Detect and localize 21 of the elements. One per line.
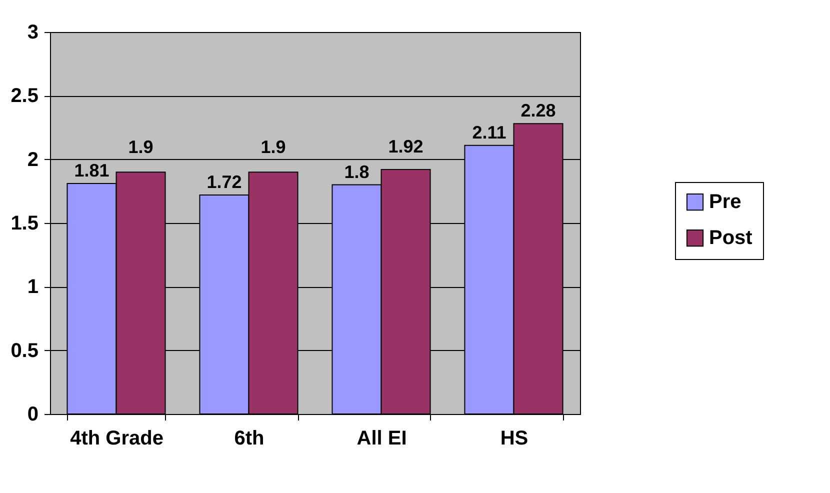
- y-tick-label: 2.5: [10, 85, 38, 108]
- legend-label: Pre: [709, 191, 742, 213]
- data-label: 1.8: [344, 162, 370, 182]
- data-label: 1.9: [260, 137, 286, 158]
- data-label: 2.28: [520, 100, 556, 121]
- data-label: 1.9: [128, 137, 154, 158]
- data-label: 1.81: [74, 160, 110, 181]
- y-tick-label: 1.5: [10, 212, 38, 234]
- x-tick-label: 6th: [234, 428, 264, 450]
- x-tick-label: 4th Grade: [70, 428, 164, 450]
- data-label: 1.72: [206, 172, 242, 192]
- y-tick-label: 0.5: [10, 340, 38, 362]
- data-label: 1.92: [388, 136, 424, 157]
- y-tick-label: 1: [27, 276, 38, 298]
- y-tick-label: 2: [27, 148, 38, 171]
- x-tick-label: HS: [500, 428, 528, 450]
- x-tick-label: All EI: [356, 428, 407, 450]
- data-label: 2.11: [472, 122, 506, 142]
- y-tick-label: 0: [27, 404, 38, 426]
- y-tick-label: 3: [27, 22, 38, 44]
- legend-label: Post: [709, 227, 753, 249]
